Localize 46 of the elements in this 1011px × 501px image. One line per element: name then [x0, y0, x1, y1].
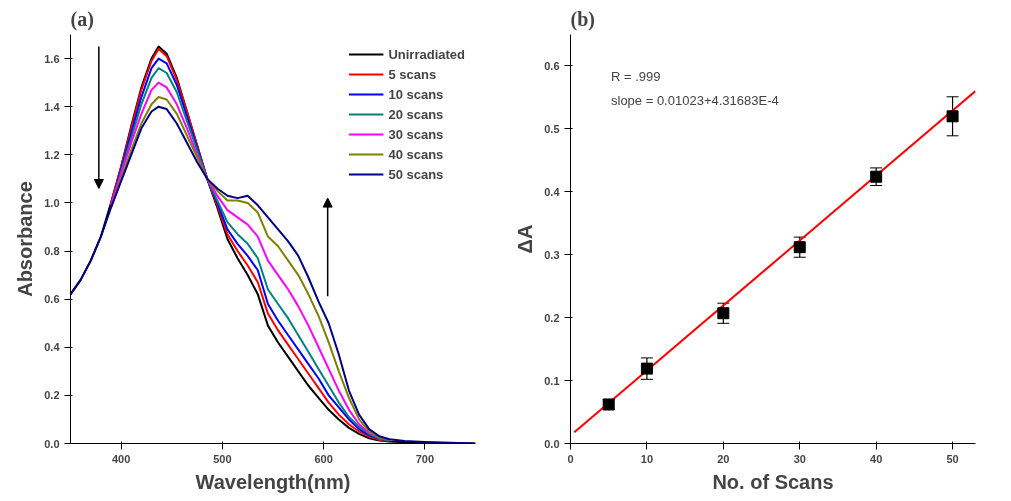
- x-axis-title: No. of Scans: [712, 470, 834, 493]
- x-tick-label: 50: [946, 452, 959, 465]
- y-tick-label: 0.8: [44, 245, 60, 258]
- y-tick-label: 0.0: [44, 437, 60, 450]
- y-tick-label: 0.4: [544, 185, 561, 198]
- y-tick-label: 0.6: [544, 59, 560, 72]
- chart-title: (b): [570, 7, 595, 31]
- legend-label: 20 scans: [388, 106, 444, 122]
- y-tick-label: 0.1: [544, 374, 560, 387]
- y-tick-label: 1.4: [44, 100, 61, 113]
- x-tick-label: 400: [111, 452, 131, 465]
- x-tick-label: 30: [793, 452, 806, 465]
- y-tick-label: 0.3: [544, 248, 560, 261]
- legend-label: 10 scans: [388, 86, 444, 102]
- x-tick-label: 20: [717, 452, 730, 465]
- legend-label: 30 scans: [388, 126, 444, 142]
- chart-title: (a): [70, 7, 94, 31]
- y-tick-label: 0.4: [44, 341, 61, 354]
- y-axis-title: Absorbance: [14, 181, 37, 297]
- legend-label: 50 scans: [388, 166, 444, 182]
- x-tick-label: 10: [640, 452, 654, 465]
- y-tick-label: 1.0: [44, 196, 60, 209]
- point: [793, 241, 806, 254]
- x-tick-label: 0: [567, 452, 574, 465]
- point: [946, 110, 959, 123]
- point: [717, 307, 730, 320]
- annotation: slope = 0.01023+4.31683E-4: [611, 93, 779, 109]
- legend-label: 5 scans: [388, 66, 437, 82]
- y-tick-label: 0.0: [544, 437, 560, 450]
- x-axis-title: Wavelength(nm): [195, 470, 351, 493]
- y-tick-label: 0.2: [544, 311, 560, 324]
- x-tick-label: 700: [415, 452, 435, 465]
- y-axis-title: ΔA: [514, 224, 537, 254]
- legend-label: 40 scans: [388, 146, 444, 162]
- y-tick-label: 1.6: [44, 52, 60, 65]
- x-tick-label: 500: [213, 452, 232, 465]
- point: [640, 362, 653, 375]
- y-tick-label: 1.2: [44, 148, 60, 161]
- y-tick-label: 0.6: [44, 293, 60, 306]
- legend-label: Unirradiated: [388, 46, 465, 62]
- y-tick-label: 0.2: [44, 389, 60, 402]
- x-tick-label: 600: [314, 452, 333, 465]
- x-tick-label: 40: [870, 452, 883, 465]
- point: [870, 170, 883, 183]
- annotation: R = .999: [611, 68, 661, 84]
- y-tick-label: 0.5: [544, 122, 560, 135]
